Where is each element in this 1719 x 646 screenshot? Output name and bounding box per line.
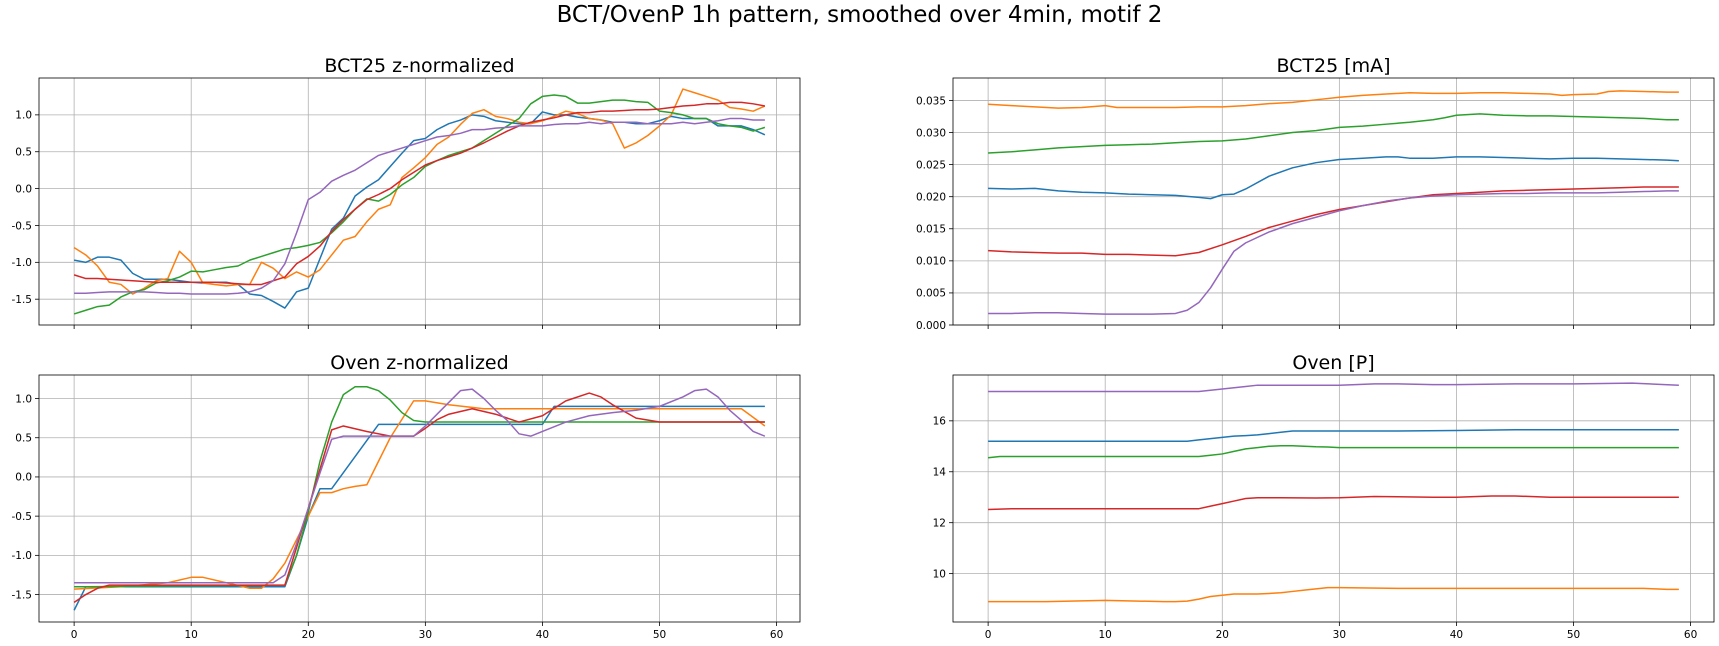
series-line-5 (74, 117, 765, 295)
axes-frame (952, 77, 1715, 326)
x-tick-label: 10 (1099, 629, 1112, 641)
series-line-2 (74, 400, 766, 590)
y-tick-label: 12 (933, 517, 946, 529)
series-line-3 (988, 445, 1679, 459)
series-line-1 (73, 405, 765, 611)
y-tick-label: 0.005 (916, 288, 946, 300)
y-tick-label: -0.5 (12, 511, 33, 523)
y-tick-label: 0.020 (916, 191, 946, 203)
y-tick-label: -1.0 (12, 257, 33, 269)
y-tick-label: 1.0 (15, 393, 32, 405)
x-tick-label: 20 (1216, 629, 1229, 641)
x-tick-label: 0 (985, 629, 992, 641)
series-line-4 (73, 392, 765, 604)
series-line-4 (988, 186, 1679, 257)
y-tick-label: 1.0 (15, 110, 32, 122)
x-tick-label: 20 (302, 629, 315, 641)
series-line-4 (988, 495, 1679, 511)
y-tick-label: 14 (933, 467, 947, 479)
y-tick-label: 16 (933, 416, 947, 428)
y-tick-label: 0.025 (916, 159, 946, 171)
y-tick-label: 0.0 (15, 183, 32, 195)
subplot-bct25-ma: BCT25 [mA] 0.000 0.005 0.010 0.015 0.020 0.025… (916, 55, 1715, 332)
series-line-4 (73, 101, 766, 286)
subplot-title: BCT25 z-normalized (324, 55, 514, 77)
subplot-bct25-znorm: BCT25 z-normalized -1.5 -1.0 -0.5 0.0 0.5 1.0 (12, 55, 801, 329)
series-line-3 (73, 94, 766, 315)
x-tick-label: 60 (770, 629, 783, 641)
figure-title: BCT/OvenP 1h pattern, smoothed over 4min… (556, 2, 1163, 28)
subplot-title: Oven [P] (1292, 352, 1374, 374)
x-tick-label: 40 (1450, 629, 1463, 641)
subplot-oven-znorm: Oven z-normalized 0 10 20 30 40 50 60 -1.5 -1.0 -0… (12, 352, 801, 641)
y-tick-label: 0.0 (15, 472, 32, 484)
series-line-1 (988, 156, 1679, 200)
series-line-3 (988, 113, 1679, 154)
series-line-3 (74, 386, 765, 588)
series-line-5 (988, 382, 1679, 393)
y-tick-label: 0.5 (15, 147, 32, 159)
y-tick-label: 0.5 (15, 433, 32, 445)
x-tick-label: 50 (653, 629, 666, 641)
subplot-title: BCT25 [mA] (1276, 55, 1390, 77)
x-tick-label: 10 (185, 629, 198, 641)
y-tick-label: 0.030 (916, 127, 946, 139)
y-tick-label: 0.035 (916, 95, 946, 107)
subplot-oven-p: Oven [P] 0 10 20 30 40 50 60 10 12 14 16 (933, 352, 1715, 641)
x-tick-label: 50 (1567, 629, 1580, 641)
series-line-1 (988, 429, 1679, 442)
y-tick-label: -1.0 (12, 550, 33, 562)
x-tick-label: 30 (1333, 629, 1346, 641)
y-tick-label: 0.000 (916, 320, 946, 332)
series-line-5 (74, 388, 766, 584)
y-tick-label: -0.5 (12, 220, 33, 232)
series-line-2 (73, 88, 766, 295)
x-tick-label: 0 (71, 629, 78, 641)
y-tick-label: 10 (933, 568, 946, 580)
x-tick-label: 30 (419, 629, 432, 641)
axes-frame (38, 374, 801, 623)
series-line-1 (73, 111, 766, 309)
x-tick-label: 60 (1684, 629, 1697, 641)
series-line-2 (988, 586, 1679, 603)
subplot-title: Oven z-normalized (330, 352, 508, 374)
axes-frame (952, 374, 1715, 623)
y-tick-label: 0.010 (916, 256, 946, 268)
y-tick-label: -1.5 (12, 294, 33, 306)
axes-frame (38, 77, 801, 326)
series-line-2 (988, 90, 1679, 109)
y-tick-label: 0.015 (916, 224, 946, 236)
y-tick-label: -1.5 (12, 589, 33, 601)
x-tick-label: 40 (536, 629, 549, 641)
series-line-5 (988, 190, 1679, 315)
